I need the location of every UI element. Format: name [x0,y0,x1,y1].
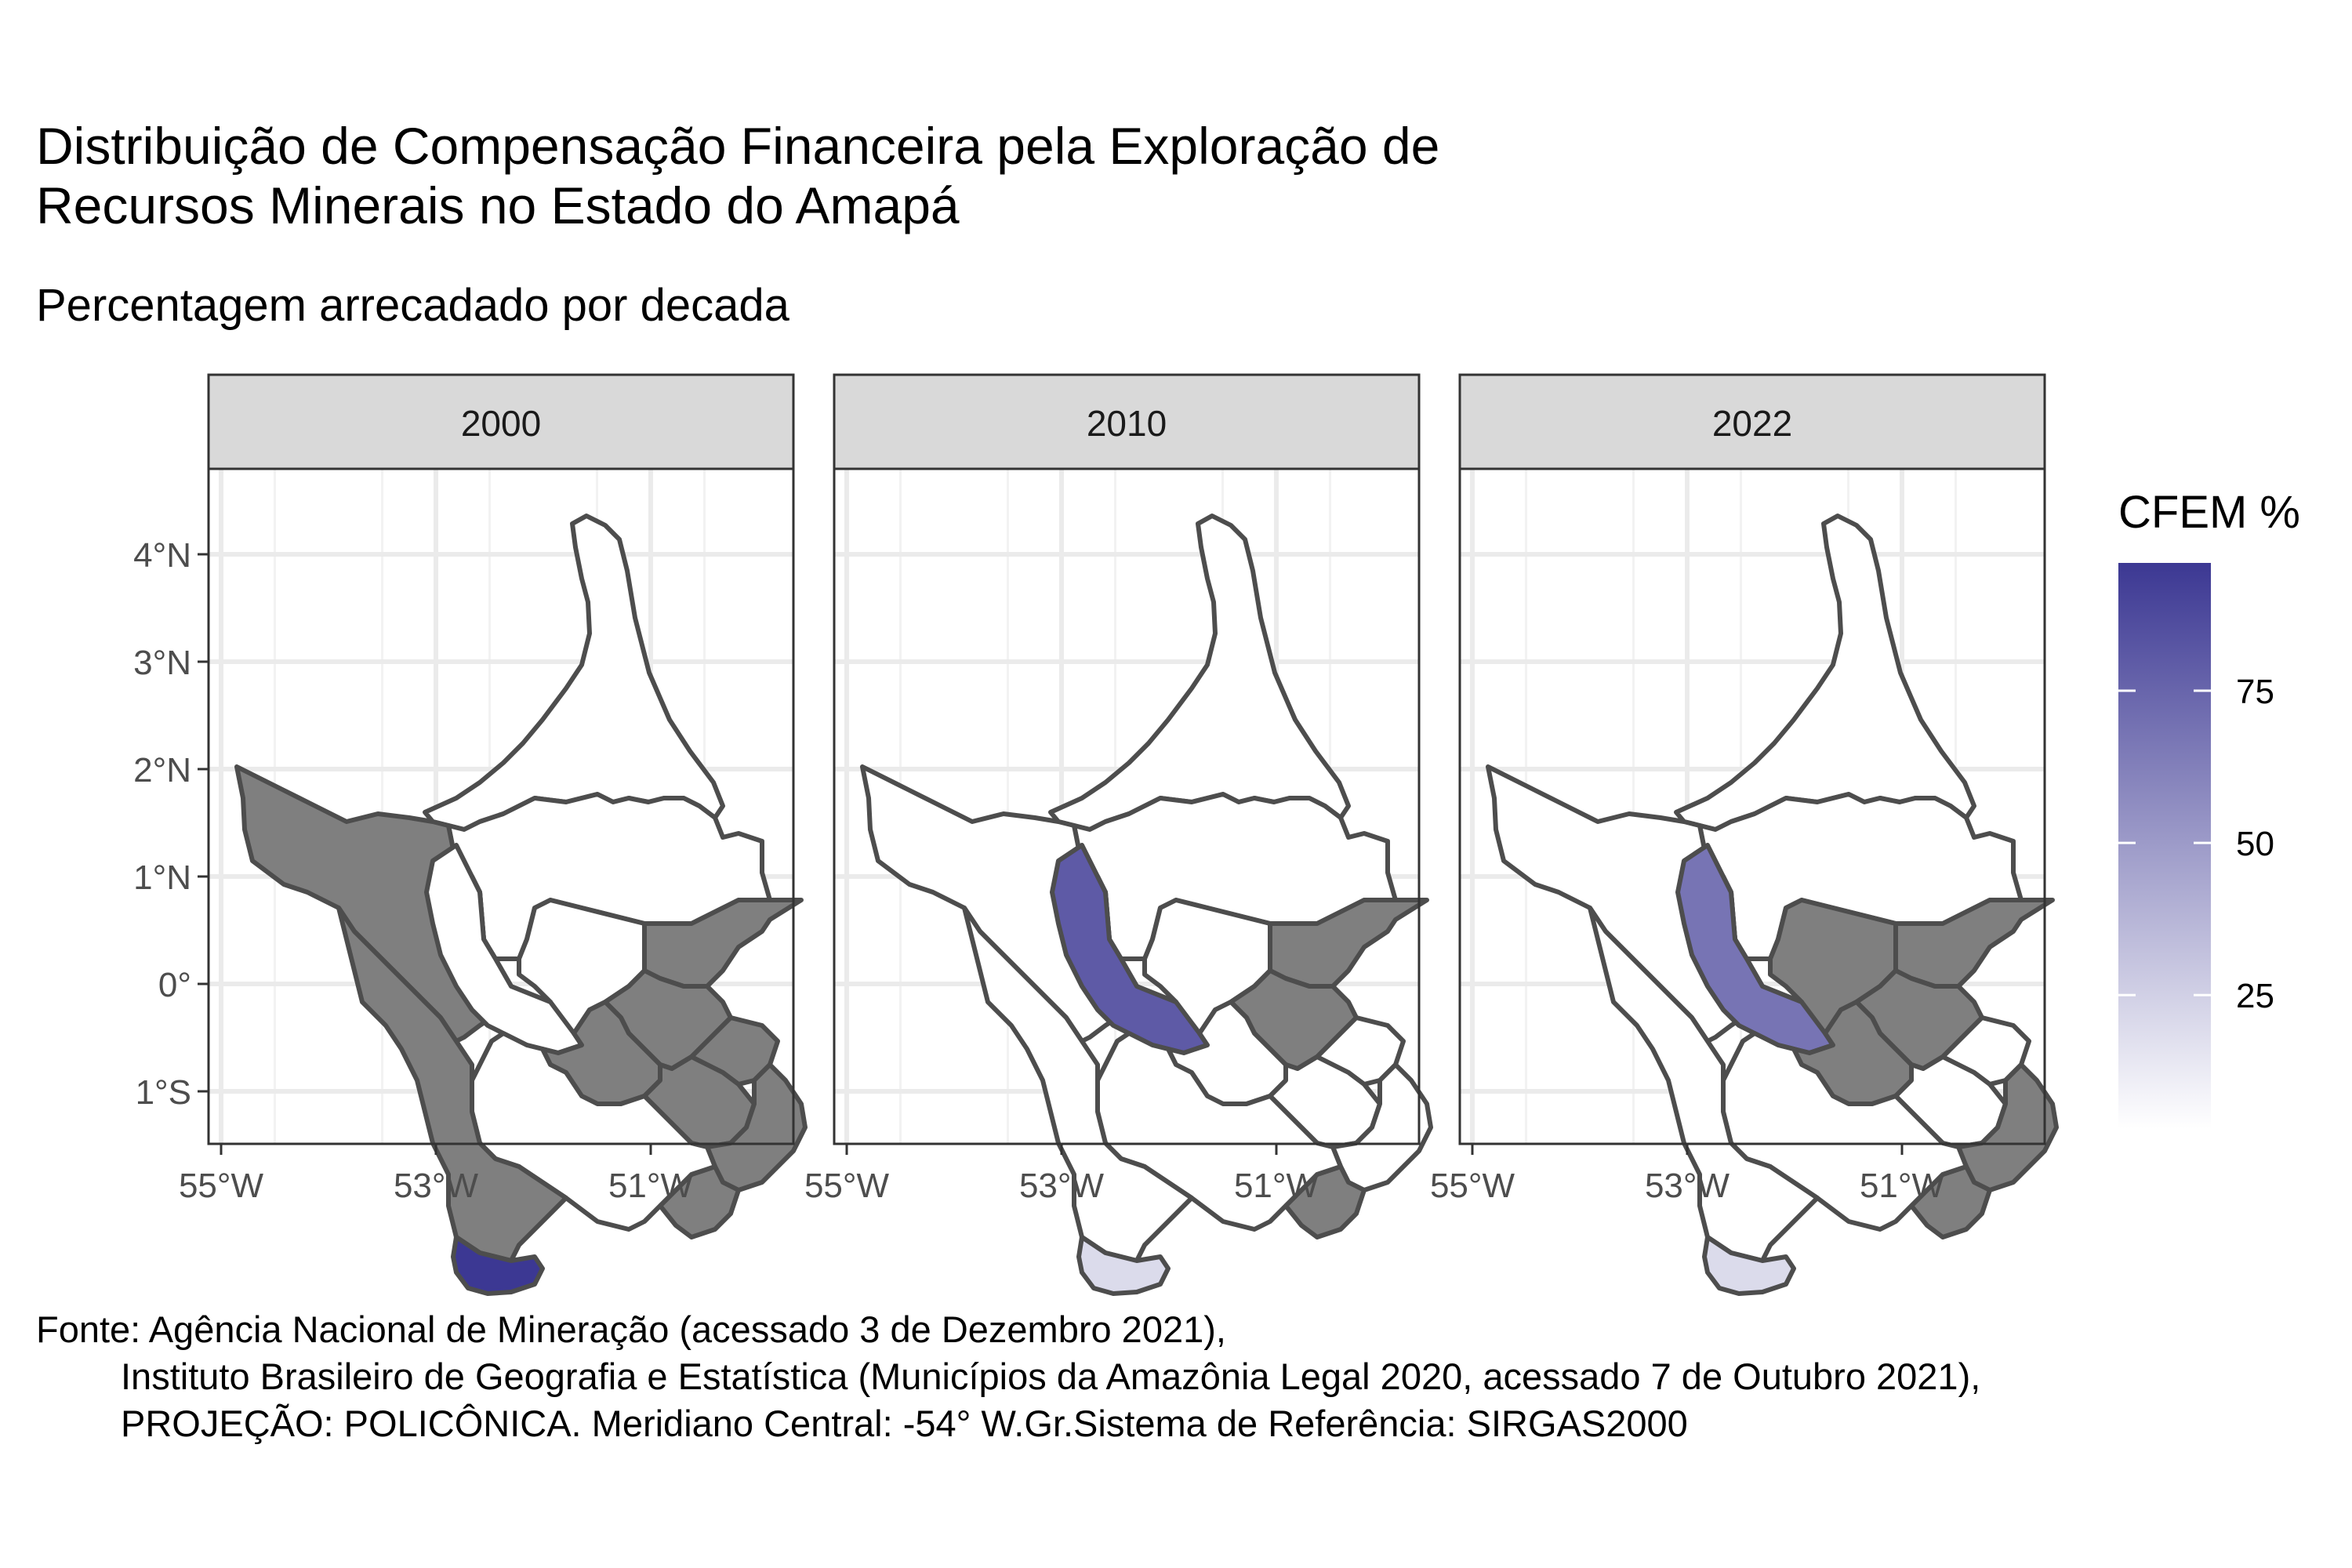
caption-line: Instituto Brasileiro de Geografia e Esta… [121,1356,1981,1397]
legend: CFEM % 25 50 75 [2118,487,2300,1129]
facet-strip-label: 2000 [461,403,541,444]
x-tick-label: 51°W [1860,1167,1945,1205]
facet-panel-2000: 2000 55°W 53°W 51°W 4°N 3°N 2°N 1°N 0° 1°S [133,373,808,1296]
facet-strip [207,373,795,470]
panel-border [1458,467,2046,1145]
source-caption: Fonte: Agência Nacional de Mineração (ac… [36,1306,1980,1447]
municipality-vitoria [1076,1235,1171,1296]
facet-strip [833,373,1421,470]
municipality-vitoria [451,1235,545,1296]
municipality-vitoria [1702,1235,1796,1296]
legend-colorbar [2118,563,2211,1129]
chart-title-line: Recursos Minerais no Estado do Amapá [36,176,960,234]
caption-line: Fonte: Agência Nacional de Mineração (ac… [36,1308,1226,1350]
x-tick-label: 53°W [1019,1167,1105,1205]
x-tick-label: 55°W [1430,1167,1515,1205]
x-tick-label: 55°W [804,1167,890,1205]
x-tick-label: 53°W [1645,1167,1730,1205]
facet-strip-label: 2010 [1087,403,1167,444]
legend-tick-label: 25 [2236,977,2274,1015]
x-tick-label: 51°W [608,1167,694,1205]
facet-strip [1458,373,2046,470]
panel-border [207,467,795,1145]
y-tick-label: 0° [158,966,191,1004]
facet-panel-2010: 2010 55°W 53°W 51°W [804,373,1433,1296]
chart-subtitle: Percentagem arrecadado por decada [36,280,789,331]
municipality-laranjal [336,906,568,1263]
map-regions [234,514,808,1296]
x-tick-label: 55°W [179,1167,264,1205]
caption-line: PROJEÇÃO: POLICÔNICA. Meridiano Central:… [121,1403,1688,1444]
y-tick-label: 4°N [133,536,191,575]
chart-title: Distribuição de Compensação Financeira p… [36,116,1439,235]
x-tick-label: 53°W [394,1167,479,1205]
y-tick-label: 3°N [133,644,191,682]
map-regions [860,514,1433,1296]
y-tick-label: 2°N [133,751,191,789]
legend-tick-label: 50 [2236,825,2274,863]
chart-title-line: Distribuição de Compensação Financeira p… [36,117,1440,175]
legend-title: CFEM % [2118,487,2300,538]
municipality-laranjal [962,906,1194,1263]
x-tick-label: 51°W [1234,1167,1319,1205]
facet-strip-label: 2022 [1712,403,1792,444]
y-tick-label: 1°S [136,1073,191,1112]
municipality-laranjal [1588,906,1820,1263]
map-regions [1486,514,2059,1296]
facet-panel-2022: 2022 55°W 53°W 51°W [1430,373,2059,1296]
panel-border [833,467,1421,1145]
legend-tick-label: 75 [2236,673,2274,711]
y-tick-label: 1°N [133,858,191,897]
